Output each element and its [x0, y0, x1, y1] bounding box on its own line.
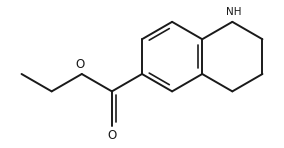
Text: O: O: [107, 129, 116, 142]
Text: NH: NH: [226, 7, 241, 17]
Text: O: O: [75, 58, 84, 71]
